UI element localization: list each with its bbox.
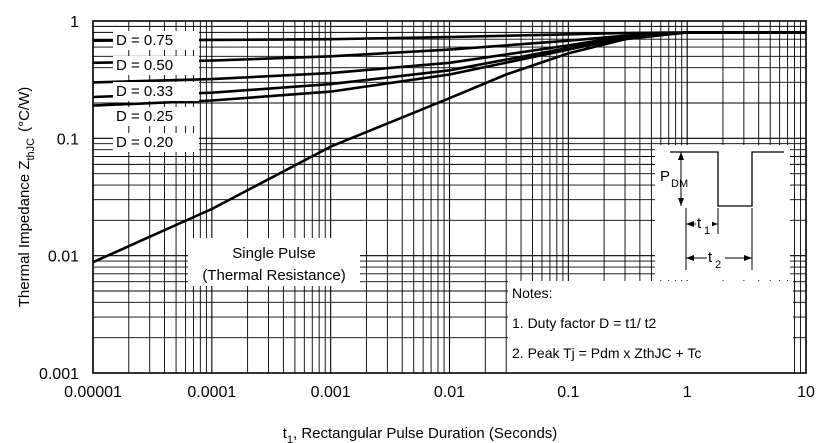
waveform-inset: P DM t 1 t 2 (655, 145, 790, 280)
plot-frame (92, 20, 807, 374)
legend-label-bg (113, 133, 199, 152)
x-tick-label: 1 (683, 384, 692, 401)
legend-label: D = 0.33 (116, 83, 173, 100)
t2-subscript: 2 (715, 259, 721, 271)
legend-label: D = 0.20 (116, 134, 173, 151)
t2-label: t (708, 249, 713, 266)
y-tick-label: 0.01 (48, 249, 79, 266)
single-pulse-label: Single Pulse (232, 245, 315, 262)
x-tick-label: 0.0001 (187, 384, 236, 401)
data-curves (92, 31, 806, 264)
legend-label-bg (113, 31, 199, 50)
notes-line-2: 2. Peak Tj = Pdm x ZthJC + Tc (512, 345, 701, 361)
t1-label: t (697, 215, 702, 232)
notes-line-1: 1. Duty factor D = t1/ t2 (512, 315, 657, 331)
x-tick-label: 0.00001 (64, 384, 122, 401)
legend-label: D = 0.25 (116, 108, 173, 125)
pdm-subscript: DM (671, 178, 688, 190)
y-tick-label: 0.001 (39, 366, 79, 383)
x-axis-title: t1, Rectangular Pulse Duration (Seconds) (283, 425, 558, 443)
x-tick-label: 10 (797, 384, 815, 401)
y-tick-label: 0.1 (57, 131, 79, 148)
legend-label-bg (113, 82, 199, 101)
x-tick-label: 0.1 (557, 384, 579, 401)
single-pulse-label-bg (188, 238, 360, 286)
legend-label-bg (113, 56, 199, 75)
notes-title: Notes: (512, 285, 552, 301)
legend-label-bg (113, 107, 199, 126)
legend: D = 0.75 D = 0.50 D = 0.33 D = 0.25 D = 0.20 (113, 31, 199, 152)
t1-subscript: 1 (704, 225, 710, 237)
notes-box: Notes: 1. Duty factor D = t1/ t2 2. Peak… (508, 281, 793, 373)
x-tick-label: 0.001 (311, 384, 351, 401)
single-pulse-sublabel: (Thermal Resistance) (202, 267, 345, 284)
tick-labels: 0.00001 0.0001 0.001 0.01 0.1 1 10 0.001 0.01 0.1… (39, 14, 815, 401)
y-axis-title: Thermal Impedance ZthJC(°C/W) (16, 87, 37, 308)
legend-label: D = 0.75 (116, 32, 173, 49)
series-line-single-pulse (92, 31, 806, 264)
x-tick-label: 0.01 (434, 384, 465, 401)
y-tick-label: 1 (70, 14, 79, 31)
legend-label: D = 0.50 (116, 57, 173, 74)
pdm-label: P (660, 168, 670, 185)
